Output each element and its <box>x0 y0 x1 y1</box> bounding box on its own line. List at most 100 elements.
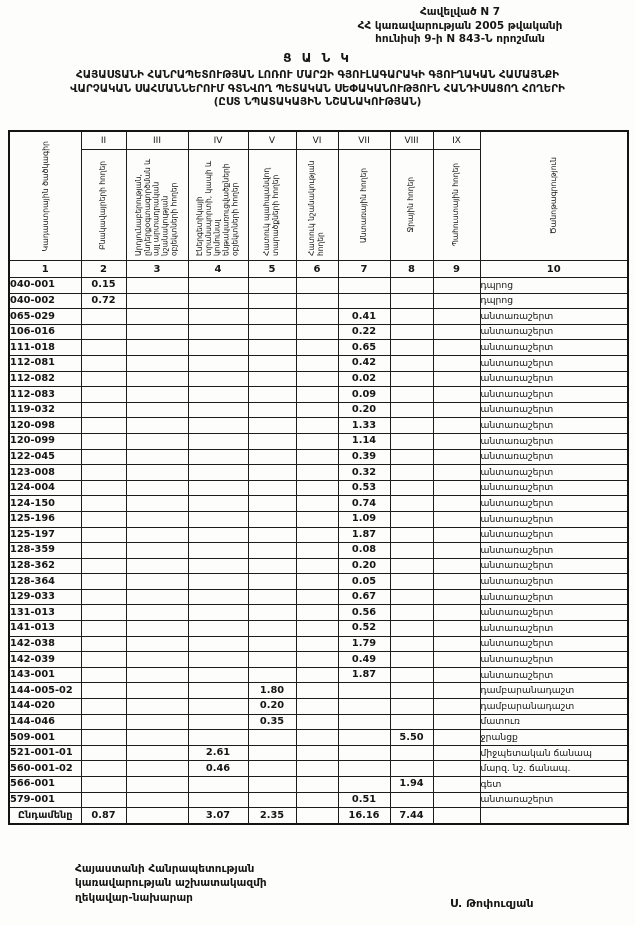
cell-value: 0.22 <box>337 323 391 341</box>
cell-value <box>432 308 481 325</box>
cell-value: 0.20 <box>337 401 391 419</box>
cell-value <box>432 479 481 497</box>
cell-value <box>125 729 189 746</box>
cell-value <box>125 573 189 590</box>
cell-note: ջրանցք <box>479 729 629 746</box>
table-row: 112-083 0.09 անտառաշերտ <box>8 386 629 403</box>
cell-value <box>80 791 127 809</box>
rotated-label: Հատուկ նշանակության հողեր <box>307 160 325 256</box>
table-row: 128-364 0.05 անտառաշերտ <box>8 573 629 590</box>
appendix-reference: Հավելված N 7 ՀՀ կառավարության 2005 թվակա… <box>305 6 615 47</box>
total-label-cell: Ընդամենը <box>8 807 82 825</box>
cell-value <box>389 604 434 622</box>
cell-value <box>432 588 481 606</box>
cell-value <box>187 635 249 653</box>
cell-value <box>125 620 189 637</box>
cell-value <box>80 448 127 466</box>
cell-value <box>187 417 249 434</box>
cell-value <box>295 651 339 668</box>
cell-value: 1.09 <box>337 510 391 528</box>
cell-value <box>80 479 127 497</box>
cell-value <box>432 277 481 294</box>
cell-value: 7.44 <box>389 807 434 825</box>
cell-value <box>432 807 481 825</box>
cell-value <box>295 776 339 793</box>
cell-value <box>295 573 339 590</box>
cell-value <box>247 370 297 388</box>
cell-code: 143-001 <box>8 666 82 684</box>
cell-value <box>125 776 189 793</box>
cell-value <box>295 698 339 715</box>
column-number: 1 <box>8 260 82 278</box>
cell-value <box>187 620 249 637</box>
cell-value <box>125 464 189 481</box>
cell-value <box>295 620 339 637</box>
cell-value <box>187 386 249 403</box>
cell-value <box>432 791 481 809</box>
cell-value <box>295 323 339 341</box>
cell-value: 1.80 <box>247 682 297 700</box>
cell-value <box>187 464 249 481</box>
cell-value: 1.94 <box>389 776 434 793</box>
cell-value <box>80 651 127 668</box>
cell-note: անտառաշերտ <box>479 370 629 388</box>
cell-value <box>295 807 339 825</box>
cell-value <box>295 495 339 512</box>
cell-code: 128-362 <box>8 557 82 575</box>
cell-value <box>247 308 297 325</box>
cell-code: 560-001-02 <box>8 760 82 777</box>
column-header-cadastral-code: Կադաստրային ծածկագիր <box>8 130 82 261</box>
cell-note: անտառաշերտ <box>479 339 629 356</box>
column-roman-numeral: VIII <box>389 130 434 150</box>
cell-value: 0.52 <box>337 620 391 637</box>
cell-code: 131-013 <box>8 604 82 622</box>
cell-value <box>337 713 391 731</box>
cell-value <box>125 510 189 528</box>
cell-value <box>389 370 434 388</box>
cell-value <box>80 729 127 746</box>
cell-value: 2.61 <box>187 744 249 762</box>
cell-value <box>247 666 297 684</box>
cell-value: 1.14 <box>337 432 391 450</box>
cell-value <box>247 479 297 497</box>
cell-value <box>389 277 434 294</box>
cell-value <box>247 510 297 528</box>
cell-note: անտառաշերտ <box>479 495 629 512</box>
cell-value: 0.32 <box>337 464 391 481</box>
table-row: 111-018 0.65 անտառաշերտ <box>8 339 629 356</box>
cell-value <box>389 464 434 481</box>
cell-value <box>337 776 391 793</box>
cell-code: 144-046 <box>8 713 82 731</box>
cell-value <box>187 401 249 419</box>
cell-value <box>80 713 127 731</box>
cell-note: դպրոց <box>479 292 629 310</box>
cell-note: անտառաշերտ <box>479 510 629 528</box>
cell-value <box>432 620 481 637</box>
table-row: 112-081 0.42 անտառաշերտ <box>8 354 629 372</box>
cell-value <box>337 729 391 746</box>
cell-value: 5.50 <box>389 729 434 746</box>
cell-value <box>80 339 127 356</box>
cell-value <box>125 588 189 606</box>
cell-value <box>247 557 297 575</box>
cell-value <box>295 729 339 746</box>
column-header-note: Ծանոթագրություն <box>479 130 629 261</box>
cell-note: անտառաշերտ <box>479 573 629 590</box>
cell-value <box>295 464 339 481</box>
cell-value: 16.16 <box>337 807 391 825</box>
document-subtitle: ՎԱՐՉԱԿԱՆ ՍԱՀՄԱՆՆԵՐՈՒՄ ԳՏՆՎՈՂ ՊԵՏԱԿԱՆ ՍԵՓ… <box>70 82 565 95</box>
footer-issuer-line: Հայաստանի Հանրապետության <box>75 863 255 875</box>
cell-value <box>187 292 249 310</box>
cell-value <box>389 292 434 310</box>
rotated-label: Արդյունաբերության, ընդերքօգտագործման և ա… <box>133 158 179 256</box>
cell-value <box>80 698 127 715</box>
cell-note: անտառաշերտ <box>479 479 629 497</box>
cell-value <box>337 277 391 294</box>
cell-code: 111-018 <box>8 339 82 356</box>
cell-value <box>187 308 249 325</box>
table-total-row: Ընդամենը 0.87 3.07 2.35 16.16 7.44 <box>8 807 629 825</box>
cell-value <box>432 744 481 762</box>
cell-code: 124-004 <box>8 479 82 497</box>
cell-note: անտառաշերտ <box>479 464 629 481</box>
cell-note: անտառաշերտ <box>479 448 629 466</box>
